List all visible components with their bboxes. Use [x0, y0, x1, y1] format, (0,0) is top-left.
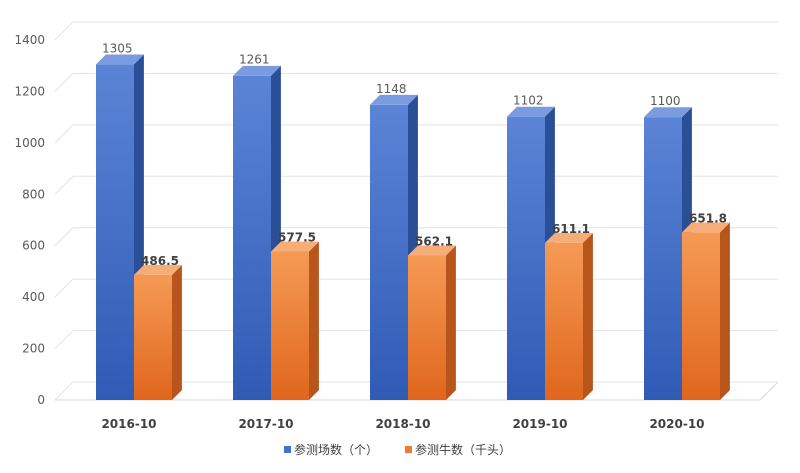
x-tick-label: 2016-10	[101, 417, 156, 431]
bar-cattle-2017-10: 577.5	[271, 231, 319, 400]
legend-label: 参测牛数（千头）	[415, 442, 511, 457]
y-tick-label: 400	[22, 290, 45, 304]
bar-top-face	[644, 107, 692, 118]
bar-front-face	[233, 75, 271, 400]
bar-side-face	[309, 241, 319, 400]
legend: 参测场数（个） 参测牛数（千头）	[284, 442, 511, 457]
gridline	[54, 21, 778, 41]
bar-cattle-2020-10: 651.8	[682, 211, 730, 400]
bar-top-face	[96, 54, 144, 65]
y-axis-tick-labels: 0 200 400 600 800 1000 1200 1400	[14, 33, 45, 407]
legend-label: 参测场数（个）	[294, 442, 378, 457]
bar-front-face	[644, 117, 682, 401]
bar-cattle-2018-10: 562.1	[408, 234, 456, 400]
data-label: 611.1	[552, 222, 590, 236]
data-label: 562.1	[415, 234, 453, 248]
bar-top-face	[545, 232, 593, 243]
y-tick-label: 1000	[14, 136, 45, 150]
bar-side-face	[720, 222, 730, 400]
bars: 1305 486.5 1261 577.5 1148 562.1 1102 611.1 1100…	[96, 41, 730, 401]
y-tick-label: 1200	[14, 84, 45, 98]
x-tick-label: 2017-10	[238, 417, 293, 431]
bar-top-face	[408, 245, 456, 256]
bar-front-face	[271, 251, 309, 400]
y-tick-label: 1400	[14, 33, 45, 47]
bar-front-face	[682, 232, 720, 400]
bar-top-face	[271, 241, 319, 252]
legend-item-cattle: 参测牛数（千头）	[405, 442, 511, 457]
bar-side-face	[446, 245, 456, 400]
data-label: 1102	[513, 94, 544, 108]
y-tick-label: 200	[22, 342, 45, 356]
legend-swatch	[284, 446, 291, 453]
bar-top-face	[370, 94, 418, 105]
data-label: 651.8	[689, 211, 727, 225]
data-label: 1148	[376, 82, 407, 96]
x-tick-label: 2019-10	[512, 417, 567, 431]
bar-side-face	[583, 232, 593, 400]
gridlines	[54, 21, 779, 401]
data-label: 1100	[650, 94, 681, 108]
bar-front-face	[545, 242, 583, 400]
bar-top-face	[682, 222, 730, 233]
y-tick-label: 0	[37, 393, 45, 407]
bar-side-face	[172, 265, 182, 400]
bar-cattle-2019-10: 611.1	[545, 222, 593, 400]
bar-front-face	[134, 274, 172, 400]
legend-swatch	[405, 446, 412, 453]
data-label: 1261	[239, 53, 270, 67]
legend-item-farms: 参测场数（个）	[284, 442, 378, 457]
y-tick-label: 800	[22, 187, 45, 201]
data-label: 577.5	[278, 231, 316, 245]
bar-top-face	[507, 106, 555, 117]
x-axis-tick-labels: 2016-10 2017-10 2018-10 2019-10 2020-10	[101, 417, 704, 431]
x-tick-label: 2020-10	[649, 417, 704, 431]
bar-front-face	[408, 255, 446, 400]
bar-cattle-2016-10: 486.5	[134, 254, 182, 400]
gridline	[54, 72, 778, 92]
bar-front-face	[507, 116, 545, 400]
x-tick-label: 2018-10	[375, 417, 430, 431]
bar-top-face	[233, 65, 281, 76]
data-label: 1305	[102, 41, 133, 55]
bar-front-face	[370, 104, 408, 401]
bar-front-face	[96, 64, 134, 400]
bar-top-face	[134, 265, 182, 275]
y-tick-label: 600	[22, 239, 45, 253]
data-label: 486.5	[141, 254, 179, 268]
